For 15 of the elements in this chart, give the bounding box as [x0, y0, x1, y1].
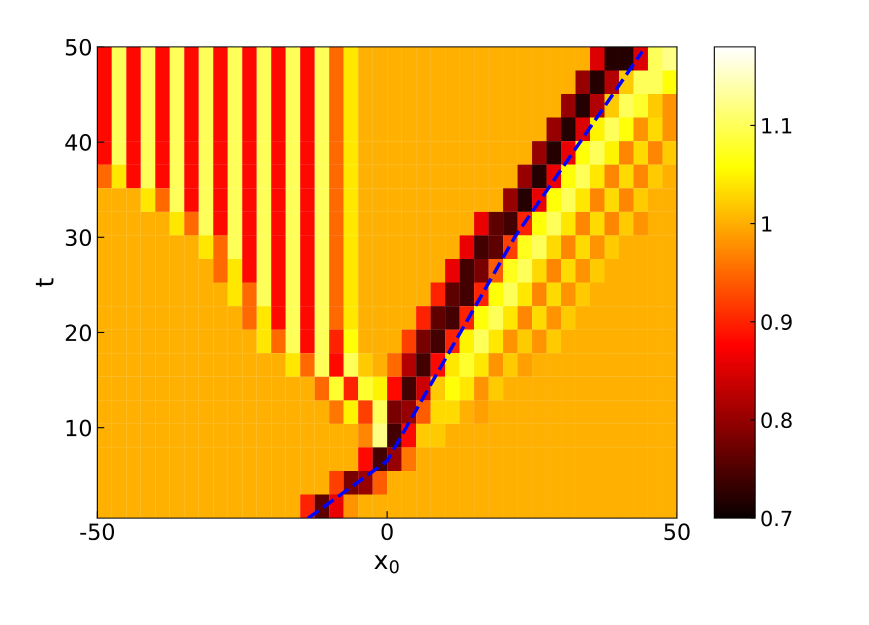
y-axis-title: t — [36, 278, 54, 287]
x-tick-label: -50 — [80, 523, 114, 540]
y-tick-label: 30 — [66, 229, 91, 246]
color-bar-label: 0.8 — [761, 412, 792, 428]
y-tick-label: 50 — [66, 38, 91, 56]
color-bar-label: 0.9 — [761, 314, 792, 330]
x-axis-title: x$_{0}$ — [374, 555, 399, 574]
y-tick-label: 40 — [65, 134, 91, 151]
y-tick-label: 20 — [66, 324, 91, 342]
color-bar-label: 1.1 — [762, 118, 792, 134]
x-tick-label: 0 — [382, 523, 393, 540]
color-bar-label: 0.7 — [761, 510, 792, 526]
x-tick-label: 50 — [664, 523, 690, 540]
color-bar-label: 1 — [762, 216, 772, 232]
y-tick-label: 10 — [66, 420, 91, 436]
